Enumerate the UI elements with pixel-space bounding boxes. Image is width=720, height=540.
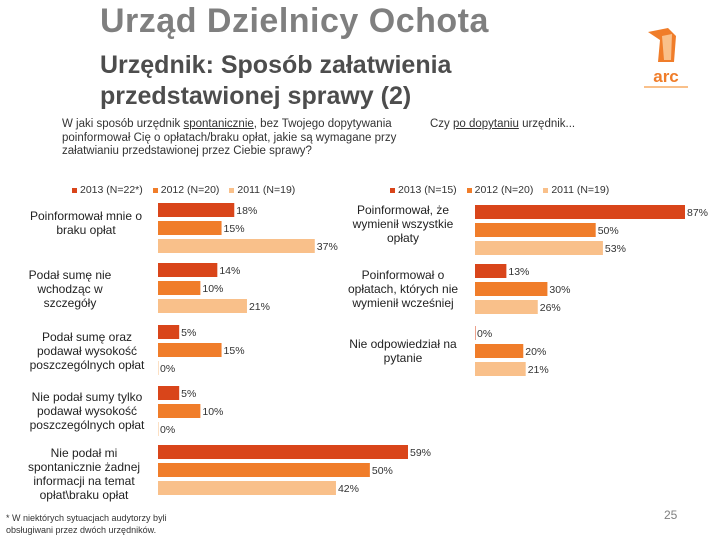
category-label: Nie odpowiedział na pytanie xyxy=(349,337,457,365)
data-label: 37% xyxy=(317,241,338,253)
legend-swatch-2013 xyxy=(72,187,77,193)
category-label: Podał sumę oraz podawał wysokość poszcze… xyxy=(29,330,145,372)
legend-left: 2013 (N=22*) 2012 (N=20) 2011 (N=19) xyxy=(72,184,295,196)
bar-right-0-2 xyxy=(475,241,603,255)
data-label: 5% xyxy=(181,388,196,400)
bar-left-2-2 xyxy=(158,361,159,375)
legend-label: 2012 (N=20) xyxy=(474,184,534,196)
category-label: Nie podał mi spontanicznie żadnej inform… xyxy=(27,446,141,502)
page-number: 25 xyxy=(664,508,678,522)
data-label: 10% xyxy=(202,283,223,295)
data-label: 53% xyxy=(605,243,626,255)
legend-item-2011: 2011 (N=19) xyxy=(229,184,295,196)
bar-left-0-0 xyxy=(158,203,235,217)
bar-left-1-0 xyxy=(158,263,218,277)
data-label: 30% xyxy=(549,284,570,296)
data-label: 15% xyxy=(224,345,245,357)
data-label: 50% xyxy=(598,225,619,237)
bar-left-4-0 xyxy=(158,445,408,459)
data-label: 10% xyxy=(202,406,223,418)
data-label: 0% xyxy=(160,424,175,436)
legend-item-2012: 2012 (N=20) xyxy=(466,184,534,196)
bar-left-0-1 xyxy=(158,221,222,235)
question-left: W jaki sposób urzędnik spontanicznie, be… xyxy=(62,118,412,159)
legend-swatch-2012 xyxy=(152,187,158,193)
legend-label: 2011 (N=19) xyxy=(551,184,610,196)
data-label: 20% xyxy=(525,346,546,358)
bar-right-1-2 xyxy=(475,300,538,314)
logo-emblem-highlight xyxy=(662,34,672,60)
bar-left-3-1 xyxy=(158,404,201,418)
bar-left-3-0 xyxy=(158,386,180,400)
data-label: 50% xyxy=(372,465,393,477)
legend-item-2011: 2011 (N=19) xyxy=(543,184,609,196)
legend-swatch-2012 xyxy=(466,187,472,193)
category-label: Nie podał sumy tylko podawał wysokość po… xyxy=(29,390,145,432)
bar-right-0-1 xyxy=(475,223,596,237)
question-right-underlined: po dopytaniu xyxy=(453,118,519,130)
legend-swatch-2011 xyxy=(229,187,235,193)
arc-logo: arc xyxy=(644,28,688,88)
bar-right-2-0 xyxy=(475,326,476,340)
data-label: 0% xyxy=(160,363,175,375)
legend-label: 2011 (N=19) xyxy=(237,184,296,196)
question-left-post: , bez Twojego dopytywania poinformował C… xyxy=(62,118,397,157)
legend-item-2013: 2013 (N=15) xyxy=(390,184,457,196)
bar-left-2-0 xyxy=(158,325,180,339)
data-label: 87% xyxy=(687,207,708,219)
legend-item-2012: 2012 (N=20) xyxy=(152,184,220,196)
bar-left-4-2 xyxy=(158,481,336,495)
legend-swatch-2011 xyxy=(543,187,549,193)
data-label: 14% xyxy=(219,265,240,277)
category-label: Poinformował mnie o braku opłat xyxy=(29,209,143,237)
question-right-post: urzędnik... xyxy=(518,118,576,130)
data-label: 26% xyxy=(540,302,561,314)
legend-swatch-2013 xyxy=(390,187,395,193)
bar-left-2-1 xyxy=(158,343,222,357)
page-title: Urząd Dzielnicy Ochota xyxy=(100,2,489,40)
slide-subtitle: Urzędnik: Sposób załatwienia przedstawio… xyxy=(100,51,452,110)
question-right: Czy po dopytaniu urzędnik... xyxy=(430,118,575,130)
bar-right-1-0 xyxy=(475,264,507,278)
logo-underline xyxy=(644,86,688,88)
legend-item-2013: 2013 (N=22*) xyxy=(72,184,143,196)
question-right-pre: Czy xyxy=(430,118,453,130)
legend-right: 2013 (N=15) 2012 (N=20) 2011 (N=19) xyxy=(390,184,609,196)
data-label: 21% xyxy=(528,364,549,376)
data-label: 21% xyxy=(249,301,270,313)
bar-left-3-2 xyxy=(158,422,159,436)
data-label: 18% xyxy=(236,205,257,217)
data-label: 15% xyxy=(224,223,245,235)
legend-label: 2012 (N=20) xyxy=(160,184,220,196)
bar-left-1-1 xyxy=(158,281,201,295)
bar-left-1-2 xyxy=(158,299,247,313)
data-label: 5% xyxy=(181,327,196,339)
bar-left-0-2 xyxy=(158,239,315,253)
category-label: Poinformował, że wymienił wszystkie opła… xyxy=(352,203,454,245)
legend-label: 2013 (N=22*) xyxy=(80,184,143,196)
data-label: 13% xyxy=(508,266,529,278)
bar-right-2-2 xyxy=(475,362,526,376)
logo-text: arc xyxy=(653,67,679,86)
bar-right-1-1 xyxy=(475,282,548,296)
data-label: 42% xyxy=(338,483,359,495)
bar-left-4-1 xyxy=(158,463,370,477)
category-label: Poinformował o opłatach, których nie wym… xyxy=(347,268,459,310)
data-label: 59% xyxy=(410,447,431,459)
question-left-pre: W jaki sposób urzędnik xyxy=(62,118,184,130)
legend-label: 2013 (N=15) xyxy=(398,184,457,196)
bar-right-2-1 xyxy=(475,344,524,358)
data-label: 0% xyxy=(477,328,492,340)
footnote: * W niektórych sytuacjach audytorzy byli… xyxy=(6,513,167,535)
bar-right-0-0 xyxy=(475,205,685,219)
category-label: Podał sumę nie wchodząc w szczegóły xyxy=(28,268,112,310)
question-left-underlined: spontanicznie xyxy=(183,118,254,130)
